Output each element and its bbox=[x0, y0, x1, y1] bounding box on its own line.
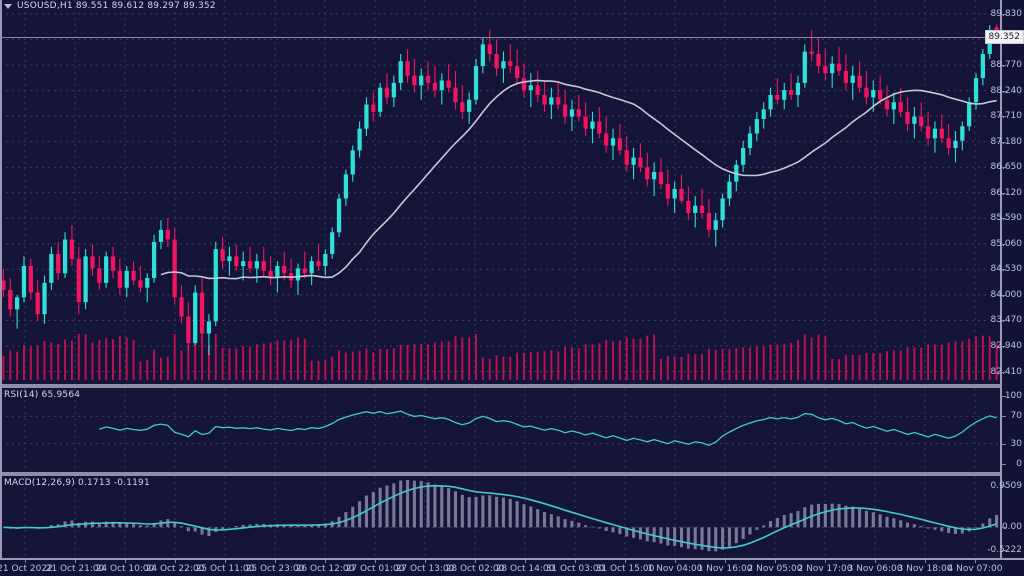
time-label-12: 31 Oct 15:00 bbox=[595, 564, 655, 574]
time-label-3: 24 Oct 22:00 bbox=[145, 564, 205, 574]
time-tick-13 bbox=[675, 560, 676, 563]
chart-left-border bbox=[0, 0, 2, 558]
time-label-4: 25 Oct 11:00 bbox=[195, 564, 255, 574]
rsi-label: RSI(14) 65.9564 bbox=[4, 390, 81, 400]
time-label-9: 28 Oct 02:00 bbox=[445, 564, 505, 574]
time-label-13: 1 Nov 04:00 bbox=[647, 564, 703, 574]
time-tick-17 bbox=[875, 560, 876, 563]
time-label-0: 21 Oct 2022 bbox=[0, 564, 53, 574]
macd-indicator-panel[interactable] bbox=[0, 476, 1000, 558]
time-label-2: 24 Oct 10:00 bbox=[95, 564, 155, 574]
time-tick-1 bbox=[75, 560, 76, 563]
time-label-11: 31 Oct 03:00 bbox=[545, 564, 605, 574]
price-grid bbox=[0, 0, 1000, 384]
time-tick-8 bbox=[425, 560, 426, 563]
time-tick-14 bbox=[725, 560, 726, 563]
time-tick-5 bbox=[275, 560, 276, 563]
rsi-indicator-panel[interactable] bbox=[0, 388, 1000, 472]
time-tick-12 bbox=[625, 560, 626, 563]
macd-series bbox=[3, 479, 999, 552]
rsi-grid bbox=[0, 388, 1000, 472]
time-label-10: 28 Oct 14:00 bbox=[495, 564, 555, 574]
time-label-5: 25 Oct 23:00 bbox=[245, 564, 305, 574]
price-chart-panel[interactable] bbox=[0, 0, 1000, 384]
time-label-18: 3 Nov 18:00 bbox=[897, 564, 953, 574]
symbol-ohlc-text: USOUSD,H1 89.551 89.612 89.297 89.352 bbox=[17, 1, 216, 11]
time-label-17: 3 Nov 06:00 bbox=[847, 564, 903, 574]
time-tick-9 bbox=[475, 560, 476, 563]
time-tick-4 bbox=[225, 560, 226, 563]
time-label-7: 27 Oct 01:00 bbox=[345, 564, 405, 574]
macd-grid bbox=[0, 476, 1000, 558]
panel-separator-1 bbox=[0, 384, 1000, 388]
time-label-6: 26 Oct 12:00 bbox=[295, 564, 355, 574]
rsi-line-series bbox=[99, 410, 997, 447]
time-tick-19 bbox=[975, 560, 976, 563]
macd-label: MACD(12,26,9) 0.1713 -0.1191 bbox=[4, 478, 150, 488]
panel-separator-2 bbox=[0, 472, 1000, 476]
time-tick-7 bbox=[375, 560, 376, 563]
candlestick-series bbox=[1, 24, 999, 380]
price-scale-gutter[interactable] bbox=[1000, 0, 1024, 558]
time-tick-15 bbox=[775, 560, 776, 563]
time-tick-16 bbox=[825, 560, 826, 563]
time-label-19: 4 Nov 07:00 bbox=[947, 564, 1003, 574]
time-tick-10 bbox=[525, 560, 526, 563]
time-tick-11 bbox=[575, 560, 576, 563]
chevron-down-icon[interactable] bbox=[4, 3, 12, 9]
time-tick-0 bbox=[25, 560, 26, 563]
symbol-header[interactable]: USOUSD,H1 89.551 89.612 89.297 89.352 bbox=[4, 1, 216, 11]
time-tick-18 bbox=[925, 560, 926, 563]
time-label-16: 2 Nov 17:00 bbox=[797, 564, 853, 574]
time-axis[interactable]: 21 Oct 2022 21 Oct 21:00 24 Oct 10:00 24 Oc… bbox=[0, 558, 1024, 576]
time-tick-2 bbox=[125, 560, 126, 563]
time-tick-3 bbox=[175, 560, 176, 563]
time-tick-6 bbox=[325, 560, 326, 563]
time-label-14: 1 Nov 16:00 bbox=[697, 564, 753, 574]
time-label-8: 27 Oct 13:00 bbox=[395, 564, 455, 574]
time-label-15: 2 Nov 05:00 bbox=[747, 564, 803, 574]
time-label-1: 21 Oct 21:00 bbox=[45, 564, 105, 574]
